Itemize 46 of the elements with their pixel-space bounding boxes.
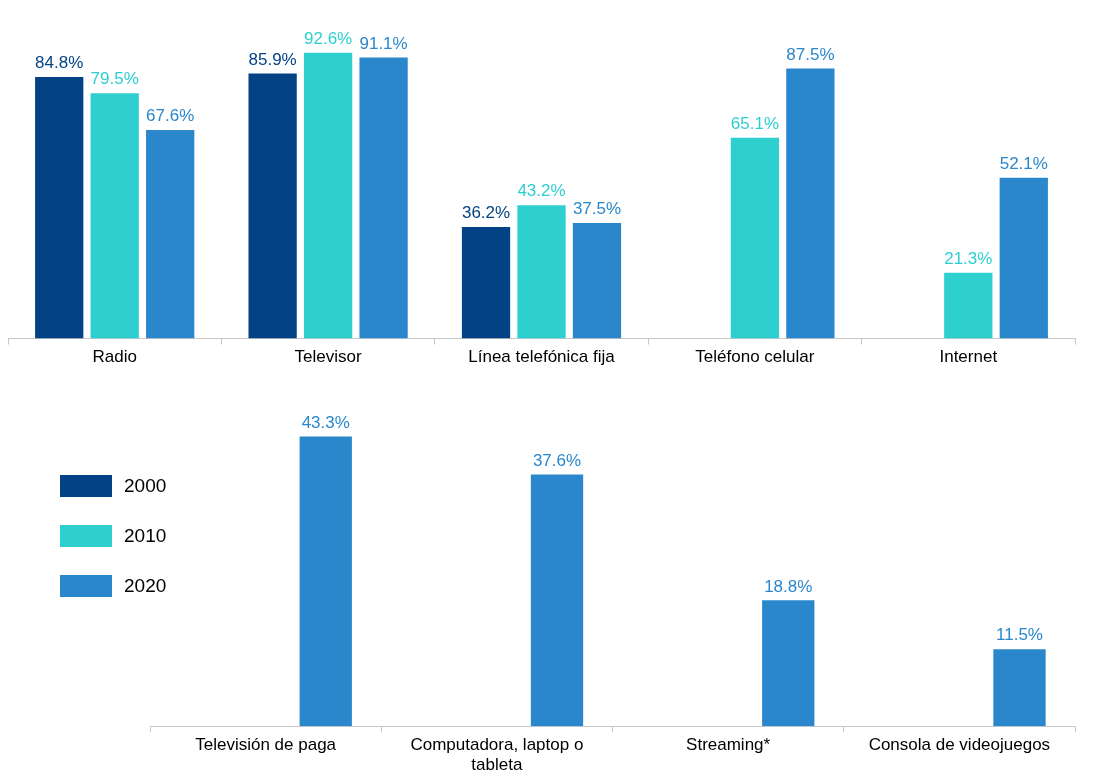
data-label: 87.5% bbox=[786, 44, 835, 64]
data-label: 21.3% bbox=[944, 249, 993, 269]
data-label: 65.1% bbox=[730, 113, 779, 133]
data-label: 91.1% bbox=[359, 33, 408, 53]
bar bbox=[303, 52, 353, 339]
x-tick-label: Computadora, laptop o tableta bbox=[410, 735, 584, 775]
bar bbox=[786, 68, 835, 339]
bar bbox=[248, 73, 297, 339]
data-label: 37.6% bbox=[532, 450, 582, 470]
legend-label: 2020 bbox=[124, 575, 167, 597]
bar bbox=[35, 76, 84, 339]
bar bbox=[359, 57, 408, 339]
bar bbox=[299, 436, 352, 727]
bar bbox=[517, 205, 566, 339]
x-tick-label: Línea telefónica fija bbox=[468, 347, 616, 367]
bar bbox=[146, 129, 195, 339]
x-tick-label: Internet bbox=[939, 347, 998, 367]
data-label: 18.8% bbox=[764, 576, 813, 596]
x-tick-label: Streaming* bbox=[686, 735, 771, 755]
bar bbox=[572, 222, 622, 339]
data-label: 67.6% bbox=[146, 106, 195, 126]
data-label: 43.2% bbox=[517, 181, 566, 201]
x-tick-label: Televisión de paga bbox=[195, 735, 337, 755]
bar bbox=[999, 177, 1048, 339]
data-label: 43.3% bbox=[301, 412, 350, 432]
data-label: 84.8% bbox=[35, 53, 84, 73]
bar bbox=[944, 272, 993, 339]
data-label: 85.9% bbox=[248, 49, 297, 69]
x-tick-label: Consola de videojuegos bbox=[868, 735, 1051, 755]
data-label: 11.5% bbox=[996, 625, 1043, 645]
x-tick-label: Teléfono celular bbox=[695, 347, 815, 367]
bar bbox=[530, 474, 584, 727]
legend-label: 2010 bbox=[124, 525, 167, 547]
data-label: 52.1% bbox=[999, 154, 1048, 174]
bar bbox=[461, 226, 511, 339]
data-label: 36.2% bbox=[461, 203, 511, 223]
bar bbox=[90, 93, 139, 339]
data-label: 92.6% bbox=[304, 29, 353, 49]
bar bbox=[993, 649, 1046, 727]
bar bbox=[762, 600, 815, 727]
x-tick-label: Radio bbox=[92, 347, 137, 367]
x-tick-label: Televisor bbox=[294, 347, 362, 367]
bar bbox=[730, 137, 780, 339]
data-label: 37.5% bbox=[572, 199, 622, 219]
data-label: 79.5% bbox=[90, 69, 139, 89]
legend-label: 2000 bbox=[124, 475, 167, 497]
